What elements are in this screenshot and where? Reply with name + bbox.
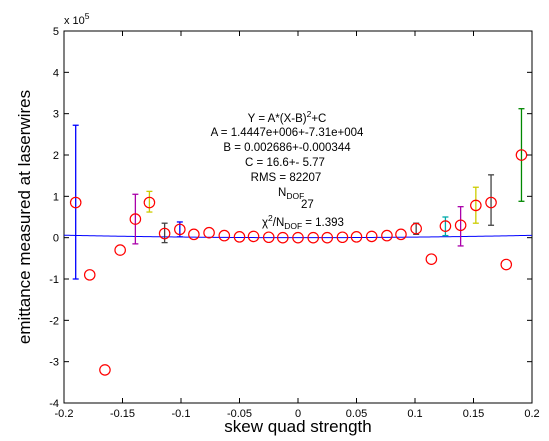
data-point [143, 196, 156, 209]
data-point [365, 230, 378, 243]
fit-chi2: χ2/NDOF = 1.393 [262, 213, 344, 231]
data-point [292, 231, 304, 244]
x-axis-ticks: -0.2 -0.15 -0.1 -0.05 0 0.05 0.1 0.15 0.2 [55, 31, 540, 420]
y-scale-note: x 105 [64, 11, 90, 27]
y-tick-label: 1 [53, 191, 59, 203]
data-point [174, 223, 186, 236]
y-tick-label: -1 [49, 274, 59, 286]
fit-param-b: B = 0.002686+-0.000344 [223, 142, 351, 154]
error-bar [488, 174, 495, 226]
y-axis-ticks: -4 -3 -2 -1 0 1 2 3 4 5 [49, 26, 532, 410]
fit-ndof: NDOF [278, 187, 304, 201]
x-tick-label: -0.15 [110, 408, 135, 420]
error-bar [442, 216, 449, 237]
data-point [425, 253, 438, 265]
plot-frame [63, 30, 533, 404]
x-tick-label: 0.1 [407, 408, 422, 420]
data-point [262, 231, 275, 244]
x-tick-label: -0.2 [55, 408, 74, 420]
data-point [233, 231, 246, 243]
error-bar [146, 190, 153, 213]
fit-param-a: A = 1.4447e+006+-7.31e+004 [211, 127, 364, 139]
data-point [69, 196, 82, 209]
data-point [114, 244, 126, 256]
data-point [515, 149, 528, 161]
y-tick-label: 4 [53, 67, 59, 79]
fit-formula: Y = A*(X-B)2+C [248, 109, 327, 125]
fit-rms: RMS = 82207 [251, 172, 322, 184]
error-bar [518, 108, 525, 202]
data-point [158, 227, 171, 240]
data-point [439, 220, 452, 232]
data-point [99, 364, 111, 376]
data-point [321, 231, 334, 244]
y-tick-label: -2 [49, 315, 59, 327]
x-tick-label: 0.2 [524, 408, 539, 420]
y-tick-label: 0 [53, 233, 59, 245]
fit-curve-group [63, 234, 533, 239]
fit-curve [63, 234, 533, 239]
y-tick-label: 2 [53, 150, 59, 162]
data-point [500, 258, 513, 271]
data-point [247, 230, 260, 243]
data-point [307, 231, 320, 244]
fit-ndof-value: 27 [301, 199, 314, 211]
data-markers [69, 149, 528, 376]
x-tick-label: 0.15 [463, 408, 484, 420]
data-point [454, 219, 467, 232]
error-bar [132, 193, 139, 245]
y-tick-label: -3 [49, 357, 59, 369]
y-tick-label: 5 [53, 26, 59, 38]
data-point [218, 229, 231, 242]
data-point [83, 269, 96, 281]
x-axis-label: skew quad strength [224, 417, 371, 436]
data-point [485, 196, 497, 209]
x-tick-label: 0 [295, 408, 301, 420]
error-bar [457, 206, 464, 247]
y-scale-base: x 10 [64, 15, 85, 27]
data-point [188, 228, 200, 241]
data-point [350, 231, 363, 243]
data-point [129, 213, 142, 225]
data-point [395, 228, 407, 241]
error-bar [72, 124, 79, 280]
error-bar [472, 186, 479, 224]
data-point [336, 231, 349, 244]
error-bar [161, 222, 168, 244]
fit-annotation: Y = A*(X-B)2+C A = 1.4447e+006+-7.31e+00… [211, 109, 364, 231]
data-point [410, 222, 422, 235]
y-scale-exponent: 5 [85, 11, 90, 21]
plot-area [63, 30, 533, 404]
data-point [470, 199, 482, 212]
data-point [203, 226, 215, 239]
data-point [381, 229, 393, 242]
y-axis-label: emittance measured at laserwires [15, 90, 34, 344]
data-point [276, 231, 289, 244]
fit-param-c: C = 16.6+- 5.77 [245, 157, 325, 169]
y-tick-label: -4 [49, 398, 59, 410]
x-tick-label: 0.05 [346, 408, 367, 420]
x-tick-label: -0.05 [227, 408, 252, 420]
x-tick-label: -0.1 [172, 408, 191, 420]
y-tick-label: 3 [53, 109, 59, 121]
